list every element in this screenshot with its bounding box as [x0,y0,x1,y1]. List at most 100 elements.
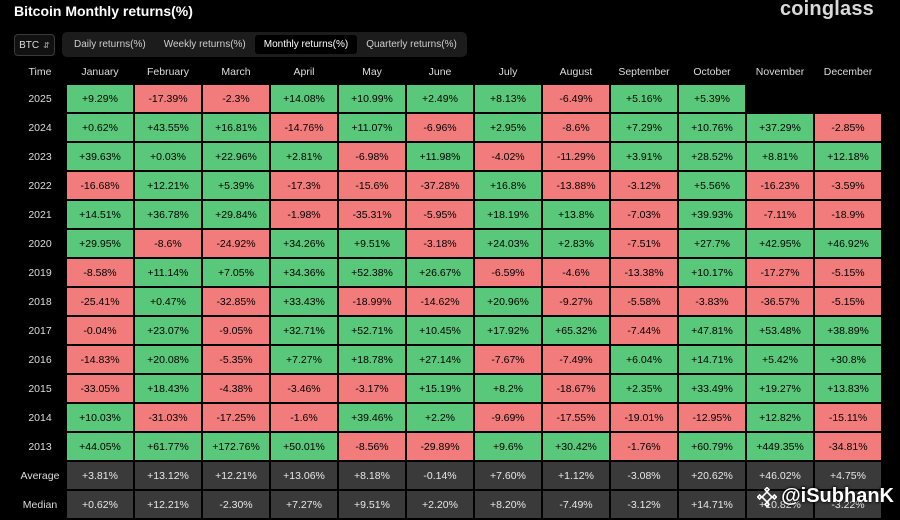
return-cell: +37.29% [747,114,813,141]
return-cell: +34.26% [271,230,337,257]
return-cell: +2.2% [407,404,473,431]
stat-label: Average [15,462,65,489]
return-cell: +50.01% [271,433,337,460]
column-header-november: November [747,60,813,83]
return-cell: +10.17% [679,259,745,286]
return-cell: -17.39% [135,85,201,112]
tab-monthly[interactable]: Monthly returns(%) [254,35,358,54]
stat-cell: +7.60% [475,462,541,489]
column-header-june: June [407,60,473,83]
return-cell: +7.05% [203,259,269,286]
stats-row-average: Average +3.81% +13.12% +12.21% +13.06% +8.18%… [15,462,881,489]
return-cell: -3.18% [407,230,473,257]
return-cell: +2.95% [475,114,541,141]
return-cell: -15.6% [339,172,405,199]
stat-cell: +8.18% [339,462,405,489]
tab-weekly[interactable]: Weekly returns(%) [163,39,246,50]
return-cell: -7.11% [747,201,813,228]
return-cell: -17.3% [271,172,337,199]
return-cell: +39.93% [679,201,745,228]
asset-selector[interactable]: BTC ⇵ [14,34,55,56]
return-cell: +11.14% [135,259,201,286]
return-cell: -18.67% [543,375,609,402]
return-cell: -8.6% [135,230,201,257]
return-cell: +10.45% [407,317,473,344]
return-cell: -8.6% [543,114,609,141]
return-cell: -37.28% [407,172,473,199]
return-cell: +53.48% [747,317,813,344]
return-cell: +0.47% [135,288,201,315]
table-row: 2025 +9.29% -17.39% -2.3% +14.08% +10.99% +2.4… [15,85,881,112]
return-cell: -7.67% [475,346,541,373]
return-cell: +24.03% [475,230,541,257]
return-cell: +2.35% [611,375,677,402]
return-cell: -5.58% [611,288,677,315]
return-cell: -9.69% [475,404,541,431]
stat-cell: +14.71% [679,491,745,518]
return-cell: +38.89% [815,317,881,344]
return-cell: -36.57% [747,288,813,315]
year-label: 2013 [15,433,65,460]
return-cell: -32.85% [203,288,269,315]
return-cell: +10.99% [339,85,405,112]
return-cell: +20.96% [475,288,541,315]
table-row: 2022 -16.68% +12.21% +5.39% -17.3% -15.6% -37.… [15,172,881,199]
return-cell: +172.76% [203,433,269,460]
return-cell: +39.46% [339,404,405,431]
return-cell: -17.27% [747,259,813,286]
monthly-returns-table: Time January February March April May June July… [13,58,883,520]
return-cell: -17.25% [203,404,269,431]
return-cell: -2.85% [815,114,881,141]
return-cell: +33.49% [679,375,745,402]
stat-label: Median [15,491,65,518]
stat-cell: -3.08% [611,462,677,489]
return-cell: +14.51% [67,201,133,228]
table-header: Time January February March April May June July… [15,60,881,83]
return-cell: -3.17% [339,375,405,402]
stat-cell: -7.49% [543,491,609,518]
tab-quarterly[interactable]: Quarterly returns(%) [366,39,457,50]
return-cell: -19.01% [611,404,677,431]
return-cell: +12.82% [747,404,813,431]
return-cell: +22.96% [203,143,269,170]
return-cell: -34.81% [815,433,881,460]
watermark: @iSubhanK [757,485,894,508]
return-cell: -31.03% [135,404,201,431]
return-cell: -3.46% [271,375,337,402]
return-cell: -5.35% [203,346,269,373]
return-cell: +23.07% [135,317,201,344]
table-row: 2017 -0.04% +23.07% -9.05% +32.71% +52.71% +10… [15,317,881,344]
return-cell [747,85,813,112]
return-cell: -4.02% [475,143,541,170]
return-cell: +17.92% [475,317,541,344]
table-row: 2024 +0.62% +43.55% +16.81% -14.76% +11.07% -6… [15,114,881,141]
year-label: 2017 [15,317,65,344]
column-header-july: July [475,60,541,83]
return-cell: -8.56% [339,433,405,460]
year-label: 2018 [15,288,65,315]
column-header-september: September [611,60,677,83]
stat-cell: +0.62% [67,491,133,518]
return-cell: -25.41% [67,288,133,315]
stat-cell: +12.21% [203,462,269,489]
stat-cell: +10.82% [747,491,813,518]
return-cell: -8.58% [67,259,133,286]
return-cell: -7.51% [611,230,677,257]
return-cell: +2.49% [407,85,473,112]
stat-cell: +8.20% [475,491,541,518]
asset-selector-label: BTC [19,39,40,51]
stat-cell: -3.12% [611,491,677,518]
return-cell: +6.04% [611,346,677,373]
return-cell: -5.15% [815,288,881,315]
watermark-text: @iSubhanK [781,485,894,507]
stat-cell: -3.22% [815,491,881,518]
return-cell: -18.99% [339,288,405,315]
tab-daily[interactable]: Daily returns(%) [74,39,146,50]
return-cell: -35.31% [339,201,405,228]
table-row: 2018 -25.41% +0.47% -32.85% +33.43% -18.99% -1… [15,288,881,315]
return-cell: +2.83% [543,230,609,257]
brand-logo: coinglass [779,0,874,20]
return-cell: -5.95% [407,201,473,228]
return-cell: +18.78% [339,346,405,373]
return-cell: +32.71% [271,317,337,344]
